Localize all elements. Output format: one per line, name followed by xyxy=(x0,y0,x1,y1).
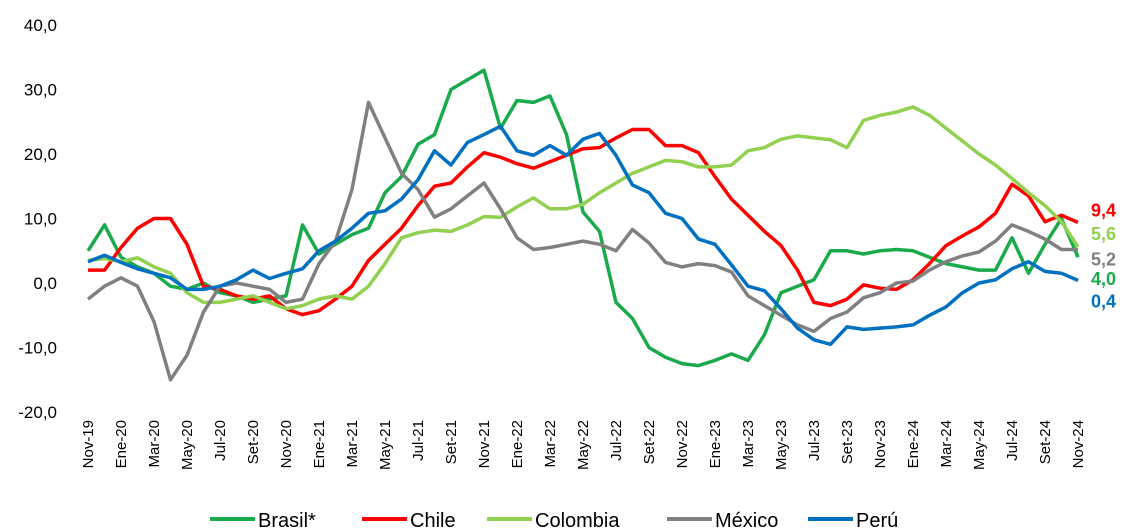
legend-label: Brasil* xyxy=(258,510,316,530)
x-tick-label: Jul-23 xyxy=(806,420,823,461)
x-tick-label: Set-20 xyxy=(245,420,262,464)
x-tick-label: Nov-20 xyxy=(278,420,295,468)
x-tick-label: Ene-22 xyxy=(509,420,526,468)
data-label: 9,4 xyxy=(1091,200,1116,220)
x-tick-label: Jul-24 xyxy=(1004,420,1021,461)
data-label: 5,2 xyxy=(1091,249,1116,269)
x-tick-label: Mar-24 xyxy=(938,420,955,468)
x-tick-label: May-24 xyxy=(971,420,988,470)
x-tick-label: Ene-20 xyxy=(113,420,130,468)
x-tick-label: Nov-24 xyxy=(1070,420,1087,468)
series-line xyxy=(88,127,1079,317)
x-tick-label: Mar-22 xyxy=(542,420,559,468)
series-line xyxy=(86,68,1080,368)
x-tick-label: Set-21 xyxy=(443,420,460,464)
y-tick-label: -20,0 xyxy=(18,403,57,422)
x-tick-label: Mar-21 xyxy=(344,420,361,468)
data-label: 5,6 xyxy=(1091,224,1116,244)
series-line xyxy=(87,105,1080,311)
x-tick-label: May-23 xyxy=(773,420,790,470)
data-label: 4,0 xyxy=(1091,269,1116,289)
legend-label: Chile xyxy=(410,510,456,530)
x-tick-label: Nov-21 xyxy=(476,420,493,468)
y-tick-label: 0,0 xyxy=(33,274,57,293)
legend-label: Perú xyxy=(856,510,898,530)
x-tick-label: Mar-23 xyxy=(740,420,757,468)
series-line xyxy=(86,100,1078,382)
y-tick-label: 40,0 xyxy=(24,16,57,35)
y-tick-label: 10,0 xyxy=(24,210,57,229)
x-tick-label: Jul-21 xyxy=(410,420,427,461)
x-tick-label: Jul-22 xyxy=(608,420,625,461)
x-tick-label: May-21 xyxy=(377,420,394,470)
x-tick-label: Set-24 xyxy=(1037,420,1054,464)
x-tick-label: Set-23 xyxy=(839,420,856,464)
y-tick-label: 20,0 xyxy=(24,145,57,164)
series-line xyxy=(87,124,1079,347)
x-tick-label: Nov-19 xyxy=(80,420,97,468)
x-tick-label: Ene-23 xyxy=(707,420,724,468)
x-tick-label: Nov-22 xyxy=(674,420,691,468)
legend-label: México xyxy=(715,510,778,530)
x-tick-label: May-20 xyxy=(179,420,196,470)
x-tick-label: Ene-21 xyxy=(311,420,328,468)
x-tick-label: Jul-20 xyxy=(212,420,229,461)
data-label: 0,4 xyxy=(1091,291,1116,311)
x-tick-label: May-22 xyxy=(575,420,592,470)
x-tick-label: Set-22 xyxy=(641,420,658,464)
y-tick-label: 30,0 xyxy=(24,81,57,100)
y-tick-label: -10,0 xyxy=(18,339,57,358)
x-tick-label: Ene-24 xyxy=(905,420,922,468)
x-tick-label: Mar-20 xyxy=(146,420,163,468)
legend-label: Colombia xyxy=(535,510,620,530)
x-tick-label: Nov-23 xyxy=(872,420,889,468)
